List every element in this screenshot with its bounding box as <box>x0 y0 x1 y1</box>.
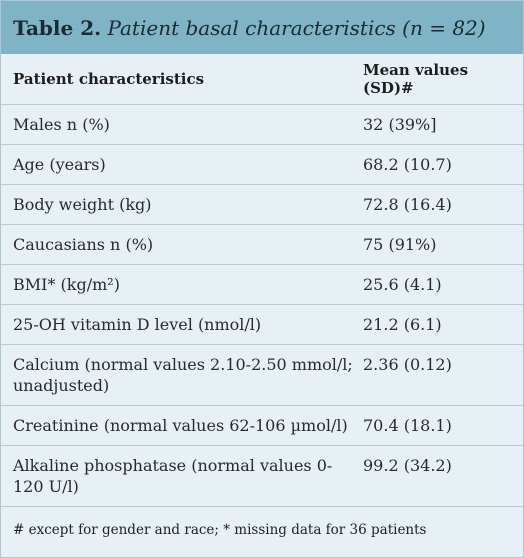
row-characteristic: Caucasians n (%) <box>13 235 154 254</box>
table-row: Age (years) 68.2 (10.7) <box>1 145 523 185</box>
row-characteristic: Alkaline phosphatase (normal values 0-12… <box>13 456 333 496</box>
table-row: Alkaline phosphatase (normal values 0-12… <box>1 446 523 507</box>
row-characteristic: Males n (%) <box>13 115 110 134</box>
table-row: Creatinine (normal values 62-106 µmol/l)… <box>1 406 523 446</box>
table-title: Table 2. Patient basal characteristics (… <box>1 1 523 54</box>
row-value: 70.4 (18.1) <box>363 416 452 435</box>
row-value: 2.36 (0.12) <box>363 355 452 374</box>
column-header-characteristics: Patient characteristics <box>13 70 205 88</box>
row-characteristic: Creatinine (normal values 62-106 µmol/l) <box>13 416 348 435</box>
table-row: Calcium (normal values 2.10-2.50 mmol/l;… <box>1 345 523 406</box>
row-characteristic: Body weight (kg) <box>13 195 152 214</box>
table-row: BMI* (kg/m²) 25.6 (4.1) <box>1 265 523 305</box>
row-value: 21.2 (6.1) <box>363 315 442 334</box>
table-row: Caucasians n (%) 75 (91%) <box>1 225 523 265</box>
row-value: 32 (39%] <box>363 115 437 134</box>
table-row: Males n (%) 32 (39%] <box>1 105 523 145</box>
row-value: 75 (91%) <box>363 235 437 254</box>
table-caption: Patient basal characteristics (n = 82) <box>107 15 486 40</box>
row-characteristic: Age (years) <box>13 155 106 174</box>
table-label: Table 2. <box>13 15 102 40</box>
row-value: 72.8 (16.4) <box>363 195 452 214</box>
table-header-row: Patient characteristics Mean values (SD)… <box>1 54 523 105</box>
row-value: 68.2 (10.7) <box>363 155 452 174</box>
row-characteristic: 25-OH vitamin D level (nmol/l) <box>13 315 262 334</box>
table-row: Body weight (kg) 72.8 (16.4) <box>1 185 523 225</box>
row-characteristic: BMI* (kg/m²) <box>13 275 120 294</box>
table-row: 25-OH vitamin D level (nmol/l) 21.2 (6.1… <box>1 305 523 345</box>
table-footnote: # except for gender and race; * missing … <box>13 522 427 538</box>
column-header-mean-values: Mean values (SD)# <box>363 61 469 97</box>
row-value: 99.2 (34.2) <box>363 456 452 475</box>
row-characteristic: Calcium (normal values 2.10-2.50 mmol/l;… <box>13 355 353 395</box>
row-value: 25.6 (4.1) <box>363 275 442 294</box>
